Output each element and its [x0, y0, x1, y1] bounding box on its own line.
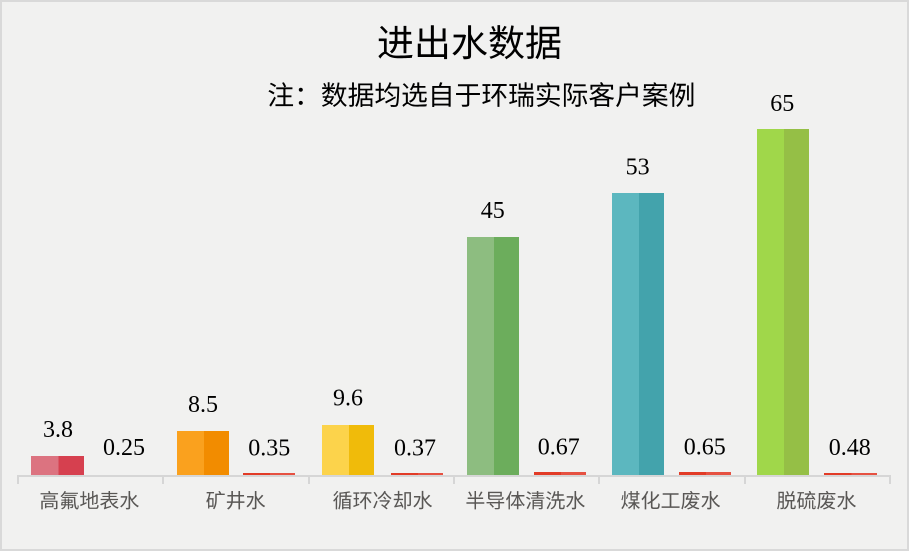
svg-text:45: 45 [481, 198, 505, 224]
svg-text:3.8: 3.8 [43, 417, 73, 443]
svg-text:0.65: 0.65 [684, 434, 726, 460]
svg-text:0.67: 0.67 [538, 435, 580, 461]
svg-text:8.5: 8.5 [188, 392, 218, 418]
svg-text:0.35: 0.35 [248, 435, 290, 461]
svg-text:0.25: 0.25 [103, 435, 145, 461]
svg-text:0.37: 0.37 [394, 435, 436, 461]
svg-text:65: 65 [770, 91, 794, 117]
svg-text:9.6: 9.6 [333, 386, 363, 412]
svg-text:0.48: 0.48 [829, 435, 871, 461]
svg-text:53: 53 [626, 154, 650, 180]
